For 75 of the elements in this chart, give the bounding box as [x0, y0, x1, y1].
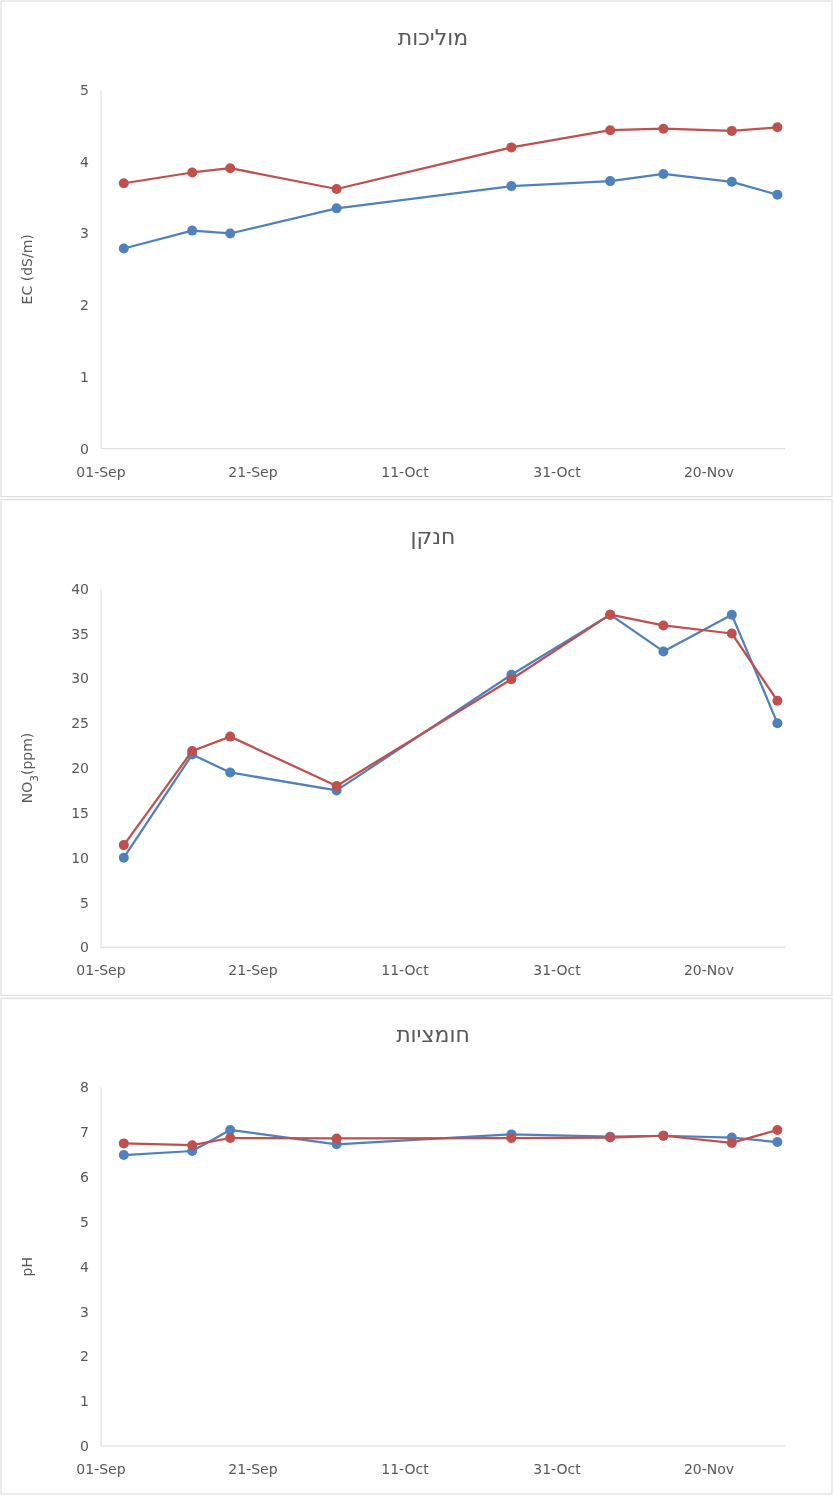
point	[726, 125, 737, 136]
x-tick-label: 21-Sep	[228, 1461, 278, 1477]
y-tick-label: 3	[80, 225, 89, 242]
y-tick-label: 4	[80, 1258, 90, 1275]
y-tick-label: 2	[80, 297, 89, 314]
y-tick-label: 6	[80, 1169, 90, 1185]
x-tick-label: 11-Oct	[381, 962, 430, 979]
y-tick-label: 3	[80, 1303, 89, 1320]
y-tick-label: 5	[80, 894, 89, 911]
x-tick-label: 11-Oct	[381, 1461, 430, 1477]
y-tick-label: 0	[80, 1438, 89, 1454]
y-axis-title: pH	[19, 1256, 35, 1277]
point	[187, 225, 198, 236]
x-tick-label: 31-Oct	[533, 463, 582, 480]
y-tick-label: 25	[71, 715, 89, 732]
x-tick-label: 31-Oct	[533, 1461, 582, 1477]
point	[658, 168, 669, 179]
point	[187, 167, 198, 178]
point	[605, 125, 616, 136]
x-tick-label: 20-Nov	[683, 463, 735, 480]
point	[225, 163, 236, 174]
point	[658, 620, 669, 631]
point	[225, 228, 236, 239]
y-tick-label: 0	[80, 939, 89, 956]
x-tick-label: 11-Oct	[381, 463, 430, 480]
x-tick-label: 01-Sep	[76, 463, 126, 480]
chart-title: חנקן	[410, 523, 456, 549]
x-tick-label: 21-Sep	[228, 463, 278, 480]
point	[772, 122, 783, 133]
x-tick-label: 20-Nov	[683, 1461, 735, 1477]
y-tick-label: 10	[71, 849, 89, 866]
point	[772, 189, 783, 200]
x-tick-label: 20-Nov	[683, 962, 735, 979]
y-tick-label: 1	[80, 1393, 89, 1410]
y-tick-label: 40	[71, 580, 89, 597]
point	[118, 840, 129, 851]
point	[658, 646, 669, 657]
point	[118, 178, 129, 189]
y-tick-label: 15	[71, 804, 89, 821]
point	[506, 674, 517, 685]
chart-title: מוליכות	[397, 25, 469, 50]
point	[187, 745, 198, 756]
x-tick-label: 01-Sep	[76, 1461, 126, 1477]
y-tick-label: 8	[80, 1079, 89, 1096]
y-tick-label: 30	[71, 670, 89, 687]
y-tick-label: 5	[80, 1213, 89, 1230]
y-tick-label: 2	[80, 1348, 89, 1365]
x-tick-label: 21-Sep	[228, 962, 278, 979]
x-tick-label: 01-Sep	[76, 962, 126, 979]
point	[772, 718, 783, 729]
y-tick-label: 5	[80, 82, 89, 98]
point	[118, 852, 129, 863]
point	[605, 176, 616, 187]
y-axis-title: EC (dS/m)	[19, 234, 35, 305]
y-tick-label: 1	[80, 368, 89, 385]
y-tick-label: 4	[80, 153, 90, 170]
point	[331, 780, 342, 791]
point	[772, 695, 783, 706]
chart-title: חומציות	[396, 1022, 470, 1048]
point	[726, 628, 737, 639]
point	[331, 183, 342, 194]
x-tick-label: 31-Oct	[533, 962, 582, 979]
point	[506, 181, 517, 192]
point	[506, 142, 517, 153]
point	[726, 176, 737, 187]
point	[118, 243, 129, 254]
y-tick-label: 0	[80, 440, 89, 457]
y-tick-label: 35	[71, 625, 89, 642]
point	[726, 609, 737, 620]
point	[225, 731, 236, 742]
point	[331, 203, 342, 214]
point	[225, 767, 236, 778]
y-tick-label: 7	[80, 1124, 89, 1141]
point	[658, 123, 669, 134]
y-tick-label: 20	[71, 760, 89, 776]
